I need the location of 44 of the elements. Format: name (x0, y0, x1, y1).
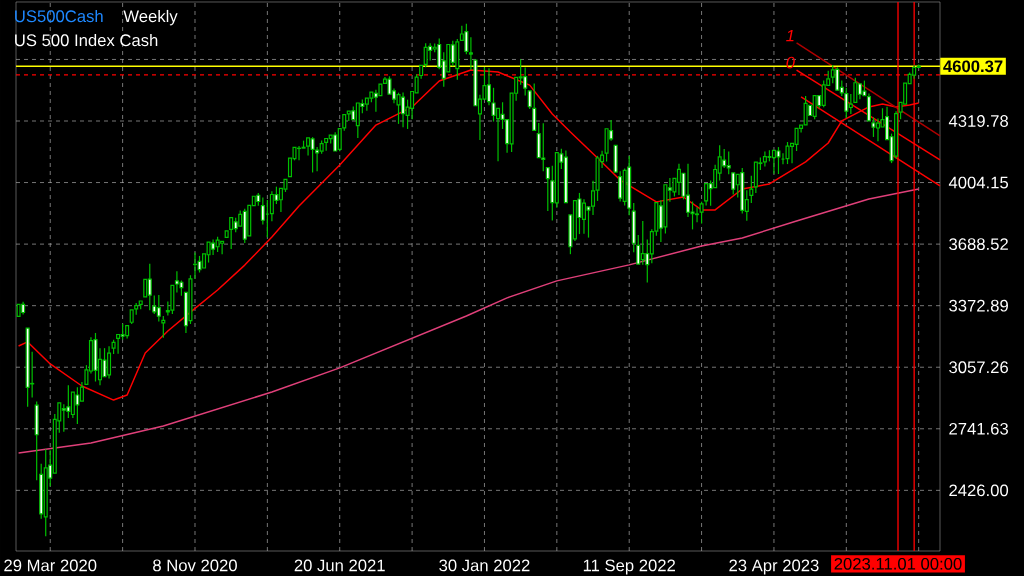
candlestick (70, 391, 75, 419)
x-tick-label: 11 Sep 2022 (583, 559, 675, 575)
y-tick-label: 4004.15 (948, 176, 1009, 189)
candlestick (563, 150, 568, 204)
annotation: 0 (786, 56, 795, 69)
candlestick (43, 448, 48, 537)
x-tick-label: 29 Mar 2020 (4, 559, 97, 572)
y-tick-label: 3372.89 (949, 299, 1008, 312)
candlestick (762, 150, 767, 168)
candlestick (613, 144, 618, 173)
candlestick (125, 324, 130, 340)
chart-title: US500Cash (15, 9, 103, 23)
candlestick (116, 333, 121, 355)
y-tick-label: 4319.78 (948, 115, 1009, 127)
x-tick-label: 23 Apr 2023 (729, 559, 819, 575)
annotation: 1 (786, 29, 794, 42)
candlestick (229, 217, 234, 250)
x-tick-label: 30 Jan 2022 (439, 559, 530, 572)
y-tick-label: 3688.52 (949, 238, 1008, 251)
candlestick (269, 190, 274, 222)
y-tick-label: 2426.00 (949, 484, 1009, 497)
y-tick-label: 3057.26 (949, 361, 1008, 374)
candlestick (224, 230, 229, 238)
x-tick-label: 8 Nov 2020 (153, 559, 237, 572)
candlestick (143, 278, 148, 298)
candlestick (174, 270, 179, 293)
candlestick (857, 83, 862, 100)
candlestick (753, 161, 758, 194)
candlestick (220, 240, 225, 255)
candlestick (685, 163, 691, 218)
candlestick (532, 82, 537, 131)
x-tick-label: 20 Jun 2021 (294, 559, 385, 572)
annotation: Weekly (123, 9, 178, 26)
candlestick (16, 303, 21, 317)
y-tick-label: 2741.63 (949, 422, 1008, 435)
candlestick (25, 327, 30, 408)
candlestick (866, 92, 871, 122)
text: US 500 Index Cash (15, 33, 158, 47)
candlestick (21, 301, 26, 316)
ref-line-label: 4600.37 (943, 60, 1003, 73)
candlestick (835, 66, 840, 91)
candlestick (545, 166, 550, 212)
line-series (17, 188, 920, 454)
ref-line-label: 2023.11.01 00:00 (834, 557, 962, 570)
